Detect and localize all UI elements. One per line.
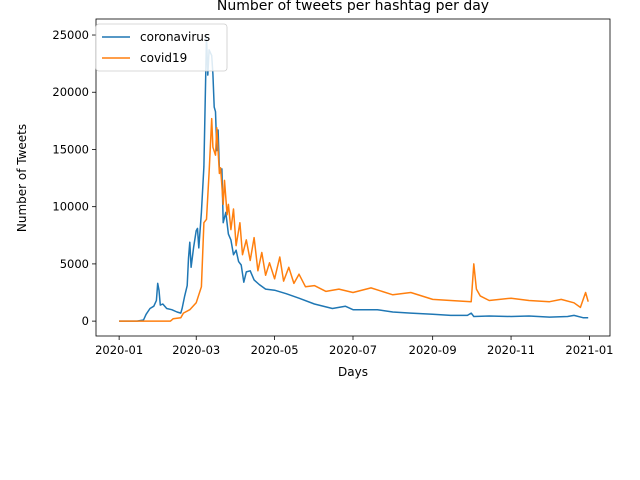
x-tick-label: 2021-01: [565, 343, 613, 357]
x-tick-label: 2020-01: [95, 343, 143, 357]
legend-label-covid19: covid19: [140, 51, 187, 65]
x-tick-label: 2020-07: [329, 343, 377, 357]
x-tick-label: 2020-03: [172, 343, 220, 357]
series-line-covid19: [119, 117, 589, 322]
legend-label-coronavirus: coronavirus: [140, 30, 210, 44]
legend-box: [95, 23, 228, 72]
x-axis: 2020-01 2020-03 2020-05 2020-07 2020-09 2020-…: [95, 336, 613, 357]
y-axis-label: Number of Tweets: [15, 124, 29, 232]
x-tick-label: 2020-09: [409, 343, 457, 357]
legend: coronavirus covid19: [95, 23, 228, 72]
chart-title: Number of tweets per hashtag per day: [217, 0, 489, 14]
y-tick-label: 5000: [60, 257, 89, 271]
x-tick-label: 2020-11: [487, 343, 535, 357]
y-axis: 0 5000 10000 15000 20000 25000: [52, 28, 96, 328]
x-tick-label: 2020-05: [251, 343, 299, 357]
x-axis-label: Days: [338, 365, 368, 379]
y-tick-label: 25000: [52, 28, 89, 42]
series-layer: [119, 35, 589, 322]
y-tick-label: 15000: [52, 142, 89, 156]
series-line-coronavirus: [119, 35, 589, 322]
y-tick-label: 0: [82, 314, 89, 328]
y-tick-label: 10000: [52, 200, 89, 214]
y-tick-label: 20000: [52, 85, 89, 99]
plot-area: [96, 19, 610, 336]
